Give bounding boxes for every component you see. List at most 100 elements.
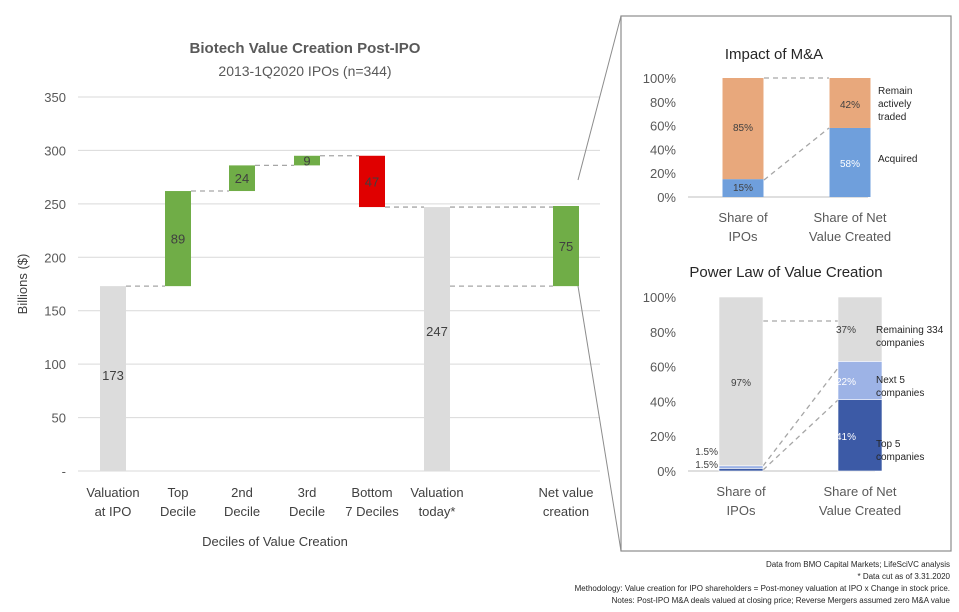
ma-connectors: [763, 77, 830, 181]
ma-bar: [722, 179, 764, 197]
waterfall-data-label: 47: [365, 174, 379, 189]
ma-y-tick: 60%: [650, 119, 676, 134]
power-law-y-tick-labels: 0% 20% 40% 60% 80% 100%: [643, 290, 677, 479]
ma-legend-item: actively: [878, 99, 911, 110]
ma-x-tick: Value Created: [809, 229, 891, 244]
waterfall-bar: [553, 205, 579, 287]
pl-bar: [837, 361, 883, 400]
waterfall-title: Biotech Value Creation Post-IPO: [190, 40, 421, 57]
ma-y-tick: 20%: [650, 166, 676, 181]
waterfall-x-tick: at IPO: [95, 504, 132, 519]
zoom-line-top: [577, 15, 622, 181]
footnote-notes: Notes: Post-IPO M&A deals valued at clos…: [612, 596, 951, 605]
waterfall-x-tick: creation: [543, 504, 589, 519]
waterfall-y-tick: 100: [44, 357, 66, 372]
waterfall-y-tick: 50: [52, 411, 66, 426]
power-law-title: Power Law of Value Creation: [689, 264, 882, 281]
pl-x-tick: Value Created: [819, 503, 901, 518]
pl-data-label: 37%: [836, 325, 856, 336]
ma-bar: [829, 127, 871, 197]
pl-data-label: 41%: [836, 432, 856, 443]
pl-legend-item: companies: [876, 452, 924, 463]
ma-impact-chart: Impact of M&A 15% 85% 58% 42% 0% 20% 40% 60% 80…: [643, 46, 918, 244]
ma-title: Impact of M&A: [725, 46, 823, 63]
waterfall-data-labels: 173 89 24 9 47 247 75: [102, 154, 573, 383]
pl-legend-item: companies: [876, 388, 924, 399]
pl-legend-item: Next 5: [876, 375, 905, 386]
ma-bars: [722, 78, 871, 197]
power-law-connectors: [762, 320, 839, 471]
waterfall-y-tick: 350: [44, 90, 66, 105]
waterfall-subtitle: 2013-1Q2020 IPOs (n=344): [218, 63, 391, 79]
waterfall-x-tick: Top: [168, 485, 189, 500]
pl-y-tick: 100%: [643, 290, 677, 305]
waterfall-bar: [100, 286, 126, 471]
power-law-legend: Remaining 334 companies Next 5 companies Top…: [876, 325, 944, 463]
waterfall-y-tick: -: [62, 464, 66, 479]
ma-x-tick-labels: Share of IPOs Share of Net Value Created: [718, 210, 891, 244]
ma-data-label: 58%: [840, 159, 860, 170]
waterfall-y-axis-label: Billions ($): [15, 254, 30, 315]
pl-y-tick: 20%: [650, 429, 676, 444]
ma-data-label: 85%: [733, 123, 753, 134]
waterfall-bar: [229, 165, 255, 192]
pl-data-label: 1.5%: [695, 447, 718, 458]
ma-x-tick: Share of Net: [814, 210, 887, 225]
waterfall-data-label: 89: [171, 232, 185, 247]
waterfall-y-tick: 300: [44, 143, 66, 158]
waterfall-x-tick: Decile: [160, 504, 196, 519]
waterfall-x-tick: Bottom: [351, 485, 392, 500]
waterfall-y-tick-labels: - 50 100 150 200 250 300 350: [44, 90, 66, 479]
pl-data-label: 1.5%: [695, 460, 718, 471]
footnote-methodology: Methodology: Value creation for IPO shar…: [575, 584, 950, 593]
waterfall-x-tick: 7 Deciles: [345, 504, 399, 519]
power-law-bars: [718, 296, 883, 472]
pl-legend-item: companies: [876, 338, 924, 349]
waterfall-connectors: [126, 155, 553, 287]
pl-x-tick: IPOs: [727, 503, 756, 518]
pl-bar: [718, 465, 764, 469]
waterfall-x-tick: today*: [419, 504, 456, 519]
waterfall-x-axis-label: Deciles of Value Creation: [202, 534, 348, 549]
waterfall-x-tick: 3rd: [298, 485, 317, 500]
ma-y-tick: 0%: [657, 190, 676, 205]
ma-bar: [829, 78, 871, 128]
ma-x-tick: Share of: [718, 210, 768, 225]
footnote-source: Data from BMO Capital Markets; LifeSciVC…: [766, 560, 950, 569]
waterfall-y-tick: 150: [44, 304, 66, 319]
footnotes: Data from BMO Capital Markets; LifeSciVC…: [575, 560, 951, 605]
pl-connector: [762, 399, 839, 471]
ma-y-tick-labels: 0% 20% 40% 60% 80% 100%: [643, 71, 677, 205]
ma-data-label: 42%: [840, 100, 860, 111]
waterfall-chart: 173 89 24 9 47 247 75 - 50 100 150 200 250 300 350 Va…: [15, 40, 600, 549]
waterfall-bar: [359, 155, 385, 208]
waterfall-x-tick: Decile: [224, 504, 260, 519]
pl-connector: [762, 367, 839, 467]
power-law-chart: Power Law of Value Creation 1.5% 1.5% 97% 4…: [643, 264, 944, 518]
ma-data-label: 15%: [733, 183, 753, 194]
pl-legend-item: Remaining 334: [876, 325, 944, 336]
waterfall-bar: [165, 191, 191, 287]
ma-bar: [722, 78, 764, 180]
ma-y-tick: 40%: [650, 142, 676, 157]
pl-bar: [718, 296, 764, 467]
waterfall-data-label: 9: [303, 154, 310, 169]
power-law-x-tick-labels: Share of IPOs Share of Net Value Created: [716, 484, 901, 518]
pl-y-tick: 60%: [650, 360, 676, 375]
ma-legend-item: traded: [878, 112, 906, 123]
ma-y-tick: 100%: [643, 71, 677, 86]
pl-data-label: 22%: [836, 377, 856, 388]
pl-legend-item: Top 5: [876, 439, 901, 450]
waterfall-x-tick-labels: Valuation at IPO Top Decile 2nd Decile 3rd Deci…: [86, 485, 593, 519]
waterfall-x-tick: Decile: [289, 504, 325, 519]
pl-x-tick: Share of Net: [824, 484, 897, 499]
waterfall-data-label: 247: [426, 324, 448, 339]
waterfall-bar: [424, 207, 450, 471]
ma-y-tick: 80%: [650, 95, 676, 110]
pl-y-tick: 40%: [650, 394, 676, 409]
waterfall-y-tick: 250: [44, 197, 66, 212]
pl-bar: [837, 399, 883, 472]
footnote-data-cut: * Data cut as of 3.31.2020: [857, 572, 950, 581]
ma-connector: [763, 127, 830, 181]
